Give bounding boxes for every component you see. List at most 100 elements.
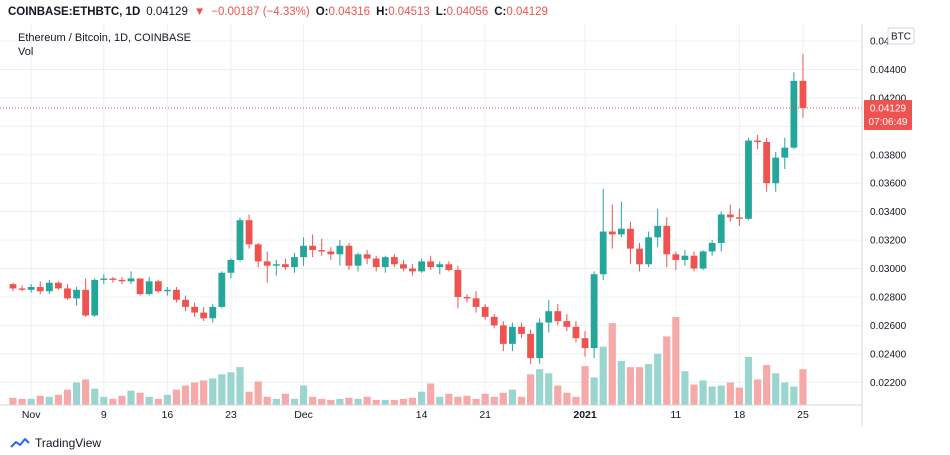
candle-body bbox=[291, 257, 298, 268]
candle-body bbox=[400, 264, 407, 269]
volume-bar bbox=[436, 396, 444, 405]
candle-body bbox=[490, 316, 498, 326]
volume-bar bbox=[290, 398, 299, 405]
volume-bar bbox=[690, 384, 698, 405]
volume-bar bbox=[109, 398, 117, 405]
volume-bar bbox=[681, 371, 689, 405]
time-tick: 14 bbox=[416, 409, 428, 421]
time-tick: 21 bbox=[479, 409, 491, 421]
candle-body bbox=[118, 279, 126, 282]
time-tick: 18 bbox=[734, 409, 746, 421]
time-axis[interactable]: Nov 9 16 23 Dec 14 21 2021 11 18 25 bbox=[22, 409, 809, 421]
volume-bar bbox=[526, 374, 535, 405]
volume-bars bbox=[9, 317, 807, 405]
candle-body bbox=[372, 258, 380, 268]
legend-title: Ethereum / Bitcoin, 1D, COINBASE bbox=[18, 32, 191, 44]
candle-body bbox=[672, 254, 680, 260]
candle-body bbox=[617, 228, 625, 235]
volume-bar bbox=[645, 364, 653, 405]
open-value: 0.04316 bbox=[328, 6, 371, 18]
high-label: H: bbox=[376, 6, 389, 18]
volume-bar bbox=[554, 385, 562, 405]
candle-body bbox=[145, 281, 153, 295]
branding-label: TradingView bbox=[35, 436, 102, 450]
candle-body bbox=[154, 281, 162, 292]
candle-body bbox=[345, 245, 353, 266]
volume-bar bbox=[617, 361, 625, 405]
low-label: L: bbox=[435, 6, 447, 18]
candle-body bbox=[136, 278, 144, 295]
candle-body bbox=[754, 140, 761, 142]
candle-body bbox=[182, 299, 189, 307]
candle-body bbox=[636, 248, 643, 265]
candle-body bbox=[726, 214, 734, 218]
price-axis[interactable]: 0.02200 0.02400 0.02600 0.02800 0.03000 0.032… bbox=[870, 37, 907, 389]
volume-bar bbox=[36, 395, 44, 405]
volume-bar bbox=[590, 377, 598, 405]
volume-bar bbox=[281, 393, 289, 405]
price-tick: 0.03400 bbox=[870, 207, 907, 218]
volume-bar bbox=[63, 389, 72, 405]
currency-label: BTC bbox=[891, 32, 911, 43]
candle-body bbox=[436, 264, 444, 268]
volume-bar bbox=[472, 398, 480, 405]
volume-bar bbox=[163, 394, 171, 405]
volume-bar bbox=[581, 366, 589, 405]
grid-lines bbox=[0, 24, 862, 405]
volume-bar bbox=[418, 391, 426, 405]
volume-bar bbox=[799, 369, 807, 405]
close-value: 0.04129 bbox=[506, 6, 548, 18]
volume-bar bbox=[363, 396, 371, 405]
candle-body bbox=[200, 312, 208, 319]
candle-body bbox=[263, 261, 271, 266]
candle-body bbox=[191, 306, 198, 313]
candle-body bbox=[309, 245, 317, 251]
candle-body bbox=[463, 296, 471, 299]
candle-body bbox=[18, 288, 26, 290]
volume-bar bbox=[481, 393, 489, 405]
candle-body bbox=[799, 80, 807, 108]
candles bbox=[9, 53, 807, 364]
chart-area[interactable]: 0.02200 0.02400 0.02600 0.02800 0.03000 0.032… bbox=[0, 24, 950, 434]
volume-bar bbox=[735, 387, 743, 405]
volume-legend: Vol bbox=[18, 46, 33, 58]
tradingview-logo-icon bbox=[10, 438, 30, 448]
volume-bar bbox=[699, 380, 707, 405]
candle-body bbox=[763, 141, 771, 184]
volume-bar bbox=[490, 396, 498, 405]
volume-bar bbox=[127, 390, 135, 405]
open-label: O: bbox=[315, 6, 329, 18]
currency-button[interactable]: BTC bbox=[887, 27, 915, 45]
candlestick-chart[interactable]: 0.02200 0.02400 0.02600 0.02800 0.03000 0.032… bbox=[0, 24, 950, 434]
candle-body bbox=[209, 306, 217, 319]
volume-bar bbox=[254, 381, 262, 405]
volume-bar bbox=[663, 336, 671, 405]
volume-bar bbox=[744, 356, 753, 405]
volume-bar bbox=[763, 365, 771, 405]
candle-body bbox=[527, 333, 534, 359]
candle-body bbox=[336, 245, 344, 255]
candle-body bbox=[327, 251, 335, 255]
candle-body bbox=[236, 220, 244, 260]
branding[interactable]: TradingView bbox=[10, 436, 101, 450]
candle-body bbox=[300, 245, 307, 258]
candle-body bbox=[282, 264, 289, 268]
candle-body bbox=[654, 225, 662, 238]
candle-body bbox=[227, 259, 235, 273]
volume-bar bbox=[708, 386, 716, 405]
volume-bar bbox=[626, 367, 635, 405]
volume-bar bbox=[9, 397, 17, 405]
candle-body bbox=[45, 282, 53, 292]
candle-body bbox=[82, 289, 90, 316]
candle-body bbox=[36, 287, 44, 292]
candle-body bbox=[554, 311, 562, 322]
time-tick: 25 bbox=[797, 409, 809, 421]
candle-body bbox=[581, 338, 589, 349]
candle-body bbox=[64, 288, 71, 299]
candle-body bbox=[73, 289, 80, 299]
volume-bar bbox=[236, 367, 244, 405]
volume-bar bbox=[517, 396, 526, 405]
volume-bar bbox=[545, 373, 553, 405]
symbol-label[interactable]: COINBASE:ETHBTC, 1D bbox=[8, 6, 141, 18]
volume-bar bbox=[200, 380, 208, 405]
